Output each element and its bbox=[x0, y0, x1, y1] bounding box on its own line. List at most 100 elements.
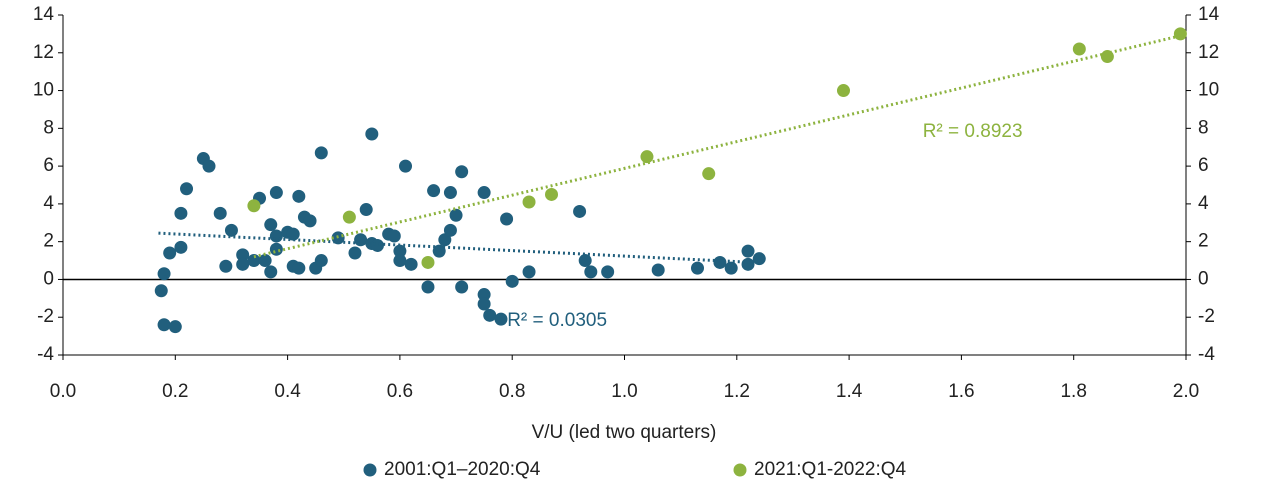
point bbox=[741, 244, 755, 258]
point bbox=[404, 257, 418, 271]
x-tick-label: 2.0 bbox=[1173, 381, 1199, 402]
point bbox=[584, 265, 598, 279]
point bbox=[269, 229, 283, 243]
legend-label: 2001:Q1–2020:Q4 bbox=[384, 459, 541, 480]
point bbox=[202, 159, 216, 173]
point bbox=[477, 297, 491, 311]
point bbox=[836, 84, 850, 98]
x-tick-label: 1.6 bbox=[948, 381, 974, 402]
point bbox=[438, 233, 452, 247]
point bbox=[174, 206, 188, 220]
point bbox=[157, 267, 171, 281]
point bbox=[432, 244, 446, 258]
y2-tick-label: 4 bbox=[1198, 193, 1209, 214]
point bbox=[601, 265, 615, 279]
x-tick-label: 0.0 bbox=[50, 381, 76, 402]
point bbox=[180, 182, 194, 196]
point bbox=[455, 280, 469, 294]
point bbox=[387, 229, 401, 243]
point bbox=[213, 206, 227, 220]
y-tick-label: 12 bbox=[33, 42, 54, 63]
point bbox=[247, 199, 261, 213]
x-tick-label: 1.8 bbox=[1060, 381, 1086, 402]
point bbox=[421, 255, 435, 269]
point bbox=[393, 244, 407, 258]
point bbox=[303, 214, 317, 228]
y2-tick-label: 2 bbox=[1198, 231, 1209, 252]
legend-marker bbox=[733, 463, 747, 477]
y2-tick-label: 0 bbox=[1198, 268, 1209, 289]
point bbox=[365, 127, 379, 141]
point bbox=[286, 227, 300, 241]
point bbox=[163, 246, 177, 260]
y-tick-label: 4 bbox=[43, 193, 54, 214]
y2-tick-label: -2 bbox=[1198, 306, 1215, 327]
point bbox=[370, 238, 384, 252]
y-tick-label: 6 bbox=[43, 155, 54, 176]
point bbox=[752, 252, 766, 266]
point bbox=[348, 246, 362, 260]
point bbox=[264, 218, 278, 232]
point bbox=[359, 203, 373, 217]
y-tick-label: -2 bbox=[37, 306, 54, 327]
y2-tick-label: 12 bbox=[1198, 42, 1219, 63]
point bbox=[264, 265, 278, 279]
point bbox=[477, 288, 491, 302]
point bbox=[292, 189, 306, 203]
y-tick-label: -4 bbox=[37, 344, 54, 365]
point bbox=[1173, 27, 1187, 41]
y-tick-label: 2 bbox=[43, 231, 54, 252]
x-tick-label: 1.4 bbox=[836, 381, 863, 402]
point bbox=[455, 165, 469, 179]
x-tick-label: 1.0 bbox=[611, 381, 637, 402]
point bbox=[236, 257, 250, 271]
point bbox=[393, 254, 407, 268]
point bbox=[174, 240, 188, 254]
x-tick-label: 0.2 bbox=[162, 381, 188, 402]
point bbox=[483, 308, 497, 322]
point bbox=[724, 261, 738, 275]
point bbox=[443, 186, 457, 200]
point bbox=[269, 242, 283, 256]
x-tick-label: 0.4 bbox=[274, 381, 301, 402]
point bbox=[651, 263, 665, 277]
point bbox=[342, 210, 356, 224]
point bbox=[314, 254, 328, 268]
point bbox=[713, 255, 727, 269]
point bbox=[741, 257, 755, 271]
point bbox=[168, 320, 182, 334]
point bbox=[505, 274, 519, 288]
point bbox=[236, 248, 250, 262]
r2-label: R² = 0.0305 bbox=[507, 310, 607, 331]
point bbox=[247, 254, 261, 268]
point bbox=[578, 254, 592, 268]
point bbox=[449, 208, 463, 222]
x-axis-label: V/U (led two quarters) bbox=[532, 422, 717, 443]
y-tick-label: 8 bbox=[43, 117, 54, 138]
trendline bbox=[158, 231, 754, 264]
point bbox=[314, 146, 328, 160]
trendline bbox=[253, 34, 1181, 259]
point bbox=[494, 312, 508, 326]
point bbox=[157, 318, 171, 332]
legend-label: 2021:Q1-2022:Q4 bbox=[754, 459, 907, 480]
y2-tick-label: 6 bbox=[1198, 155, 1209, 176]
point bbox=[219, 259, 233, 273]
point bbox=[545, 187, 559, 201]
point bbox=[154, 284, 168, 298]
x-tick-label: 1.2 bbox=[724, 381, 750, 402]
point bbox=[421, 280, 435, 294]
point bbox=[399, 159, 413, 173]
point bbox=[427, 184, 441, 198]
point bbox=[1072, 42, 1086, 56]
y-tick-label: 0 bbox=[43, 268, 54, 289]
point bbox=[522, 265, 536, 279]
x-tick-label: 0.6 bbox=[387, 381, 413, 402]
legend-marker bbox=[363, 463, 377, 477]
point bbox=[522, 195, 536, 209]
point bbox=[477, 186, 491, 200]
point bbox=[224, 223, 238, 237]
y2-tick-label: 10 bbox=[1198, 80, 1219, 101]
y2-tick-label: 8 bbox=[1198, 117, 1209, 138]
x-tick-label: 0.8 bbox=[499, 381, 525, 402]
